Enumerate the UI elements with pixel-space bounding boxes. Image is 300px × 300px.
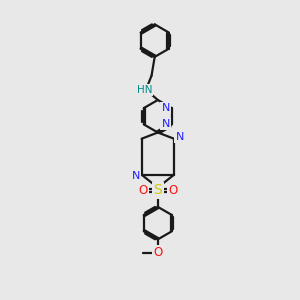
Text: N: N xyxy=(161,119,170,129)
Text: O: O xyxy=(138,184,147,197)
Text: N: N xyxy=(161,103,170,113)
Text: O: O xyxy=(168,184,177,197)
Text: HN: HN xyxy=(136,85,152,95)
Text: S: S xyxy=(153,183,162,197)
Text: N: N xyxy=(176,132,184,142)
Text: O: O xyxy=(153,246,162,259)
Text: N: N xyxy=(132,171,140,181)
